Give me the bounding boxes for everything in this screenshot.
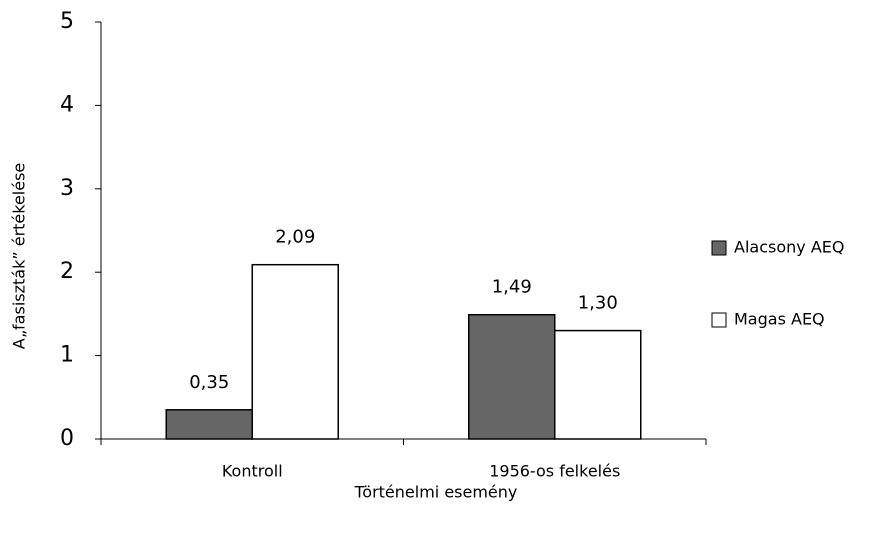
y-tick-label: 3	[60, 176, 74, 201]
value-label: 2,09	[275, 227, 315, 248]
legend-label: Magas AEQ	[734, 310, 825, 329]
y-tick-label: 5	[60, 9, 74, 34]
bar	[468, 313, 556, 440]
bar	[165, 409, 253, 440]
bar	[251, 263, 339, 440]
y-axis-label: A„fasiszták” értékelése	[10, 163, 29, 350]
legend-swatch	[711, 312, 727, 328]
y-tick-label: 2	[60, 259, 74, 284]
value-label: 0,35	[189, 372, 229, 393]
x-tick-label: 1956-os felkelés	[489, 462, 620, 481]
y-tick-label: 1	[60, 343, 74, 368]
legend-swatch	[711, 240, 727, 256]
value-label: 1,30	[578, 293, 618, 314]
y-tick-label: 0	[60, 426, 74, 451]
legend-label: Alacsony AEQ	[734, 238, 844, 257]
y-tick-label: 4	[60, 92, 74, 117]
x-axis-label: Történelmi esemény	[354, 483, 518, 502]
x-tick-label: Kontroll	[222, 462, 283, 481]
value-label: 1,49	[492, 277, 532, 298]
bar	[554, 329, 642, 440]
